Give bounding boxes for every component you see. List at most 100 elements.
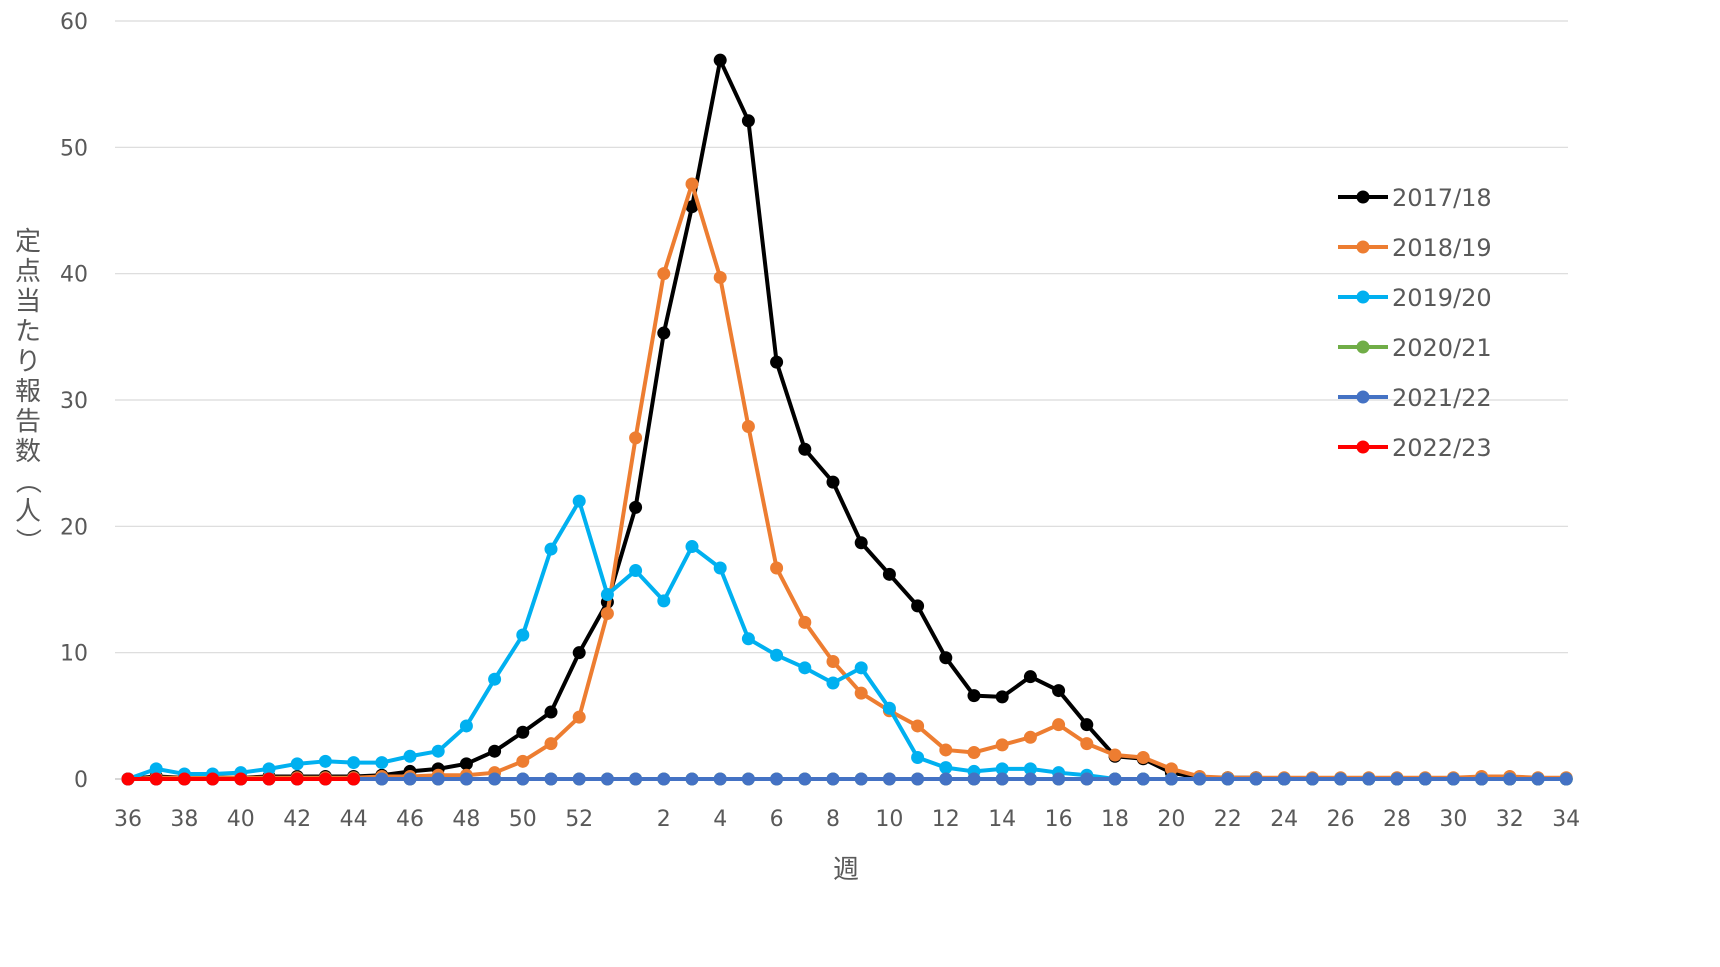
data-point [431,744,445,758]
y-axis-title-char: 告 [15,407,41,437]
legend-item: 2021/22 [1338,384,1492,412]
data-point [516,725,530,739]
data-point [939,743,953,757]
data-point [1052,684,1066,698]
x-tick-label: 20 [1157,807,1185,832]
x-tick-label: 30 [1439,807,1467,832]
data-point [685,200,699,214]
data-point [911,772,925,786]
data-point [685,772,699,786]
x-tick-label: 52 [565,807,593,832]
legend-label: 2020/21 [1392,334,1492,362]
data-point [995,762,1009,776]
legend-swatch-marker [1356,240,1370,254]
x-tick-label: 44 [340,807,368,832]
data-point [1052,718,1066,732]
x-tick-label: 42 [283,807,311,832]
data-point [826,475,840,489]
data-point [600,607,614,621]
x-tick-label: 4 [713,807,727,832]
legend-item: 2019/20 [1338,284,1492,312]
data-point [1390,772,1404,786]
data-point [770,772,784,786]
legend-label: 2022/23 [1392,434,1492,462]
x-tick-label: 34 [1552,807,1580,832]
data-point [1023,762,1037,776]
data-point [826,655,840,669]
data-point [572,494,586,508]
data-point [290,757,304,771]
data-point [1446,772,1460,786]
data-point [1221,772,1235,786]
y-axis-ticks: 0 10 20 30 40 50 60 [60,10,88,793]
data-point [262,772,276,786]
legend-item: 2020/21 [1338,334,1492,362]
data-point [629,500,643,514]
data-point [1249,772,1263,786]
y-tick-label: 60 [60,10,88,35]
data-point [1023,730,1037,744]
data-point [826,772,840,786]
legend-label: 2018/19 [1392,234,1492,262]
data-point [882,701,896,715]
y-axis-title-char: 人 [15,497,41,527]
y-tick-label: 0 [74,768,88,793]
data-point [544,772,558,786]
data-point [403,749,417,763]
data-point [572,772,586,786]
data-point [1023,670,1037,684]
data-point [262,762,276,776]
data-point [1023,772,1037,786]
data-point [1052,772,1066,786]
x-tick-label: 8 [826,807,840,832]
x-tick-label: 38 [170,807,198,832]
data-point [149,772,163,786]
x-tick-label: 2 [657,807,671,832]
data-point [516,754,530,768]
series-1 [121,177,1573,786]
data-point [1080,718,1094,732]
data-point [572,710,586,724]
data-point [854,772,868,786]
data-point [629,431,643,445]
legend-label: 2021/22 [1392,384,1492,412]
data-point [770,561,784,575]
legend-item: 2018/19 [1338,234,1492,262]
legend: 2017/18 2018/19 2019/20 2020/21 2021/22 2022/… [1338,184,1492,462]
data-point [629,772,643,786]
data-point [290,772,304,786]
data-point [798,615,812,629]
data-point [488,672,502,686]
data-point [1531,772,1545,786]
data-point [713,270,727,284]
data-point [939,651,953,665]
legend-item: 2022/23 [1338,434,1492,462]
data-point [798,442,812,456]
legend-swatch-marker [1356,190,1370,204]
data-point [1362,772,1376,786]
data-point [995,690,1009,704]
y-tick-label: 30 [60,389,88,414]
data-point [1080,737,1094,751]
x-tick-label: 32 [1496,807,1524,832]
data-point [657,326,671,340]
y-tick-label: 10 [60,642,88,667]
data-point [1305,772,1319,786]
series-5 [121,772,361,786]
data-point [1108,772,1122,786]
data-point [657,267,671,281]
data-point [911,751,925,765]
data-point [939,772,953,786]
y-axis-title-char: 定 [15,227,41,257]
data-point [911,599,925,613]
x-tick-label: 16 [1045,807,1073,832]
data-point [600,588,614,602]
legend-swatch-marker [1356,390,1370,404]
y-axis-title-char: ） [12,528,42,554]
data-point [685,177,699,191]
data-point [544,737,558,751]
gridlines [115,20,1568,780]
data-point [657,594,671,608]
data-point [713,561,727,575]
series-4 [121,772,1573,786]
